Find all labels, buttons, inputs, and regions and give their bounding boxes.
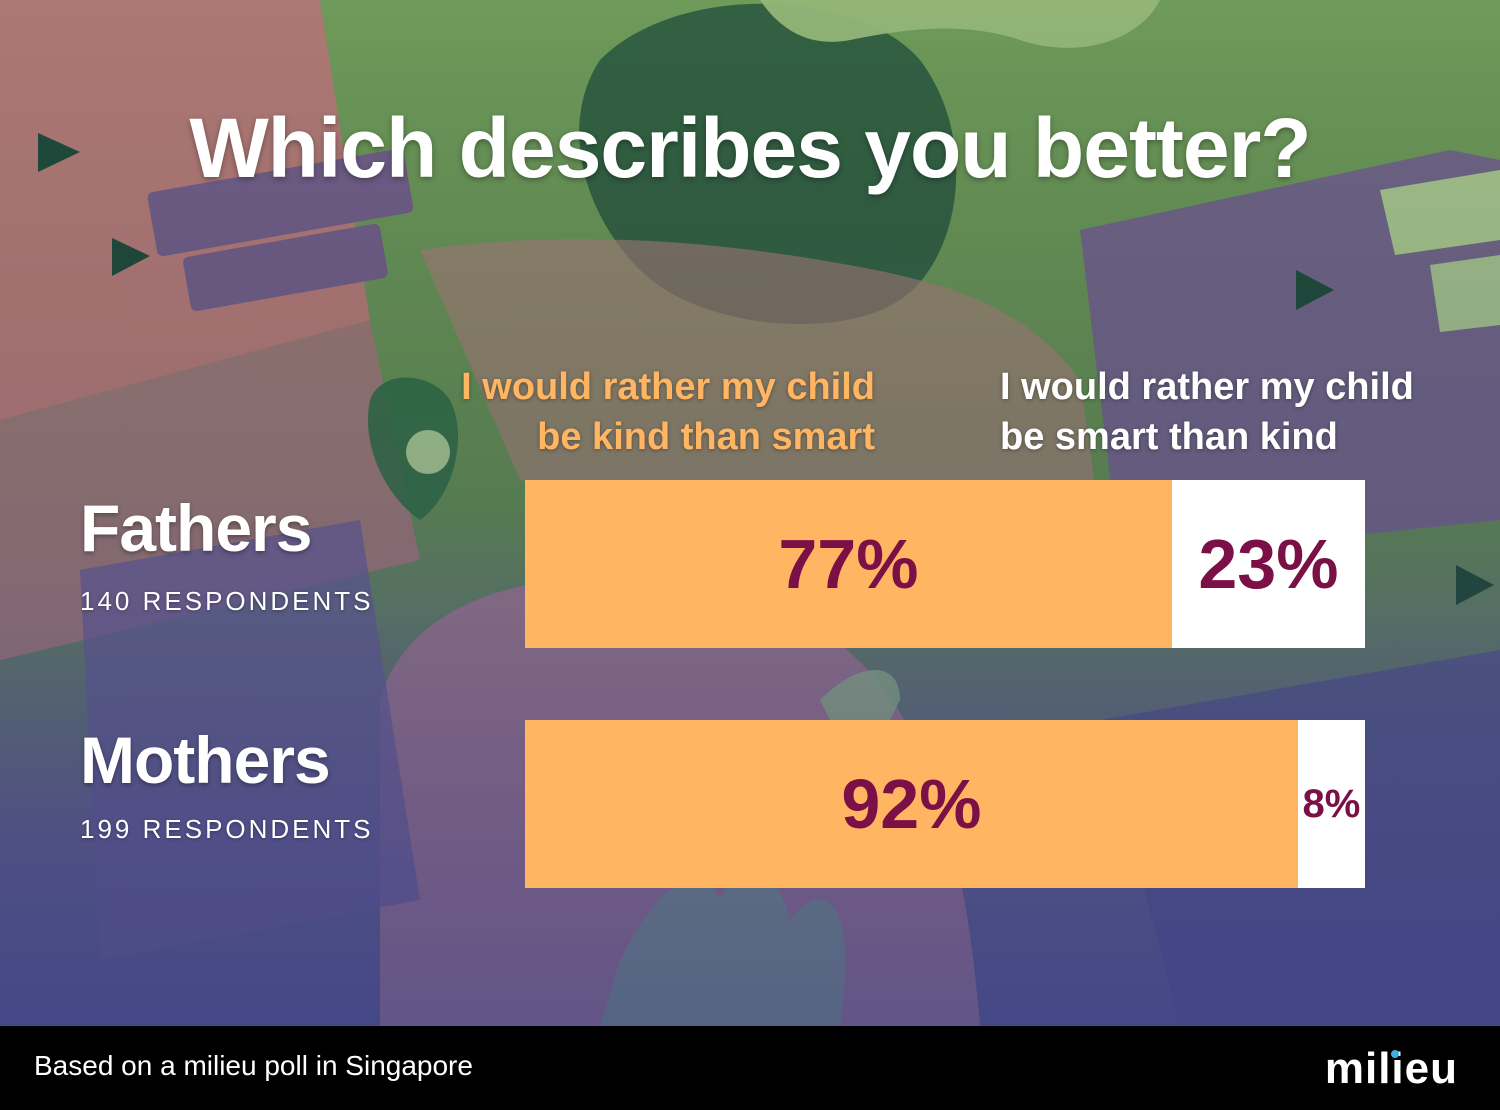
milieu-logo: milieu [1325, 1044, 1458, 1094]
legend-smart-label: I would rather my child be smart than kin… [1000, 366, 1414, 458]
legend-kind-label: I would rather my child be kind than smar… [461, 366, 875, 458]
footer-note: Based on a milieu poll in Singapore [34, 1050, 473, 1081]
group-respondents-fathers: 140 RESPONDENTS [80, 586, 374, 616]
chart-title: Which describes you better? [189, 101, 1311, 195]
bar-mothers-smart [1297, 720, 1365, 888]
bar-fathers-smart [1171, 480, 1365, 648]
footer: Based on a milieu poll in Singapore mili… [0, 1026, 1500, 1110]
group-label-mothers: Mothers [80, 723, 331, 797]
data-label-mothers-smart: 8% [1302, 782, 1360, 826]
data-label-fathers-smart: 23% [1198, 525, 1338, 603]
data-label-mothers-kind: 92% [841, 765, 981, 843]
bar-mothers-kind [525, 720, 1298, 888]
bar-fathers-kind [525, 480, 1172, 648]
data-label-fathers-kind: 77% [778, 525, 918, 603]
group-respondents-mothers: 199 RESPONDENTS [80, 814, 374, 844]
logo-dot-icon [1390, 1050, 1399, 1058]
group-label-fathers: Fathers [80, 491, 312, 565]
